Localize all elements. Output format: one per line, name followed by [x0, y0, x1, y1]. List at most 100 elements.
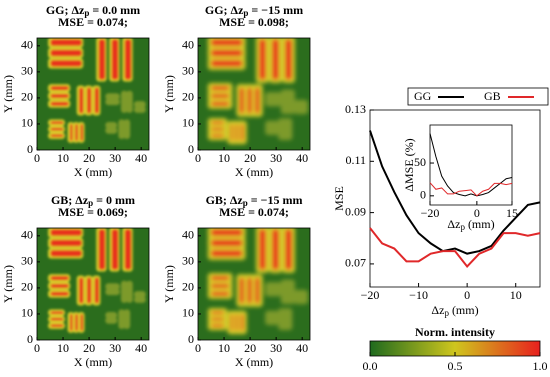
pattern-bar — [50, 134, 64, 137]
glow — [48, 228, 146, 333]
pattern-bar — [50, 229, 82, 236]
x-axis-label: X (mm) — [74, 165, 112, 179]
pattern-bar — [259, 229, 266, 270]
x-tick-label: 20 — [244, 151, 256, 165]
y-tick-label: 30 — [182, 254, 194, 268]
y-tick-label: 10 — [182, 306, 194, 320]
y-axis-label: Y (mm) — [162, 265, 176, 303]
pattern-glow — [133, 106, 146, 113]
x-tick-label: 20 — [83, 341, 95, 355]
plot-frame — [429, 124, 513, 206]
y-tick-label: 50 — [414, 155, 426, 169]
pattern-bar — [240, 123, 244, 141]
text-part: p — [243, 198, 248, 208]
glow — [207, 38, 308, 145]
pattern-glow — [105, 311, 118, 319]
plot-frame — [197, 37, 311, 151]
pattern-bar — [272, 229, 279, 270]
text-part: p — [460, 222, 465, 232]
x-tick-label: 0 — [474, 206, 480, 220]
y-axis-label: Y (mm) — [1, 265, 15, 303]
panel-title: GG; Δzp = 0.0 mm — [46, 3, 140, 18]
pattern-bar — [211, 86, 230, 91]
x-tick-label: 10 — [57, 151, 69, 165]
panel-subtitle: MSE = 0.074; — [219, 205, 289, 219]
pattern-glow — [133, 291, 146, 298]
pattern-bar — [80, 123, 84, 141]
x-tick-label: 10 — [57, 341, 69, 355]
x-tick-label: 30 — [109, 151, 121, 165]
pattern-bar — [124, 229, 132, 270]
x-tick-label: 20 — [83, 151, 95, 165]
x-tick-label: 10 — [510, 288, 522, 302]
pattern-glow — [105, 317, 118, 324]
pattern-glow — [105, 93, 120, 100]
y-tick-label: 10 — [21, 306, 33, 320]
pattern-bar — [111, 39, 119, 80]
pattern-bar — [211, 127, 225, 131]
x-tick-label: −20 — [421, 206, 440, 220]
panel-subtitle: MSE = 0.069; — [58, 205, 128, 219]
pattern-bar — [230, 313, 234, 331]
y-tick-label: 0.09 — [345, 204, 366, 218]
text-part: (mm) — [449, 303, 479, 317]
y-tick-label: 30 — [182, 64, 194, 78]
pattern-bar — [75, 123, 78, 141]
y-tick-label: 20 — [182, 90, 194, 104]
y-tick-label: 0 — [188, 332, 194, 346]
x-axis-label: Δzp (mm) — [431, 303, 478, 318]
pattern-glow — [105, 283, 120, 290]
x-tick-label: 20 — [244, 341, 256, 355]
y-tick-label: 20 — [21, 280, 33, 294]
y-tick-label: 10 — [182, 116, 194, 130]
pattern-bar — [211, 291, 230, 296]
y-tick-label: 30 — [21, 64, 33, 78]
pattern-glow — [118, 309, 125, 329]
y-tick-label: 10 — [21, 116, 33, 130]
y-tick-label: 40 — [182, 228, 194, 242]
x-tick-label: 30 — [270, 151, 282, 165]
y-axis-label: Y (mm) — [1, 75, 15, 113]
y-tick-label: 0 — [420, 188, 426, 202]
text-part: p — [88, 198, 93, 208]
pattern-glow — [133, 101, 146, 108]
intensity-image — [198, 228, 310, 340]
pattern-bar — [255, 277, 260, 304]
y-tick-label: 20 — [182, 280, 194, 294]
pattern-bar — [70, 123, 73, 141]
text-part: GB; Δz — [51, 193, 89, 207]
pattern-bar — [211, 94, 230, 98]
x-tick-label: 40 — [296, 341, 308, 355]
pattern-bar — [50, 101, 69, 106]
pattern-glow — [265, 97, 282, 107]
pattern-bar — [80, 313, 84, 331]
x-axis-label: X (mm) — [74, 355, 112, 369]
pattern-bar — [235, 313, 239, 331]
y-tick-label: 0.07 — [345, 256, 366, 270]
x-tick-label: 30 — [109, 341, 121, 355]
pattern-glow — [293, 295, 308, 305]
y-tick-label: 0 — [27, 142, 33, 156]
pattern-bar — [211, 239, 243, 247]
pattern-glow — [126, 280, 133, 303]
text-part: = 0.0 mm — [89, 3, 140, 17]
pattern-glow — [126, 90, 133, 113]
pattern-glow — [265, 315, 280, 325]
text-part: = −15 mm — [248, 3, 303, 17]
pattern-glow — [105, 98, 120, 106]
pattern-bar — [211, 134, 225, 137]
series-line — [429, 133, 513, 197]
pattern-bar — [211, 39, 243, 46]
panel-subtitle: MSE = 0.098; — [219, 15, 289, 29]
pattern-bar — [50, 250, 82, 257]
series-line — [429, 182, 513, 197]
pattern-glow — [120, 90, 128, 113]
pattern-bar — [50, 311, 64, 314]
y-tick-label: 0.13 — [345, 102, 366, 116]
pattern-bar — [211, 121, 225, 124]
x-axis-label: Δzp (mm) — [447, 217, 494, 232]
y-axis-label: MSE — [332, 186, 346, 211]
y-tick-label: 40 — [182, 38, 194, 52]
text-part: p — [84, 8, 89, 18]
colorbar-tick-label: 0.0 — [363, 359, 378, 373]
